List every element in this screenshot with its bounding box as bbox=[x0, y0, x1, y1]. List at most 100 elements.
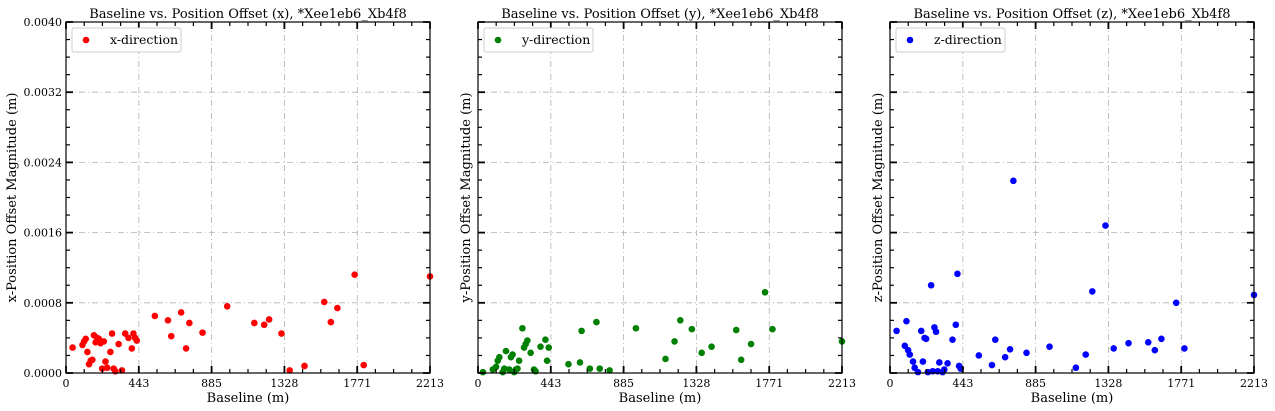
data-point bbox=[632, 324, 640, 332]
data-point bbox=[1158, 335, 1165, 343]
data-point bbox=[761, 288, 769, 296]
data-point bbox=[537, 343, 544, 350]
subplot-3: 0 443 885 1328 1771 2213 Baseline vs. Position… bbox=[871, 7, 1268, 406]
data-point bbox=[903, 317, 910, 325]
chart-title: Baseline vs. Position Offset (x), *Xee1e… bbox=[89, 7, 407, 22]
legend-marker bbox=[906, 36, 914, 44]
data-point bbox=[1006, 346, 1014, 353]
data-point bbox=[593, 318, 600, 326]
y-tick-label: 0.0008 bbox=[24, 297, 63, 310]
data-point bbox=[524, 337, 531, 344]
data-point bbox=[932, 328, 940, 336]
data-point bbox=[301, 362, 308, 370]
x-axis-label: Baseline (m) bbox=[619, 391, 702, 406]
plot-frame bbox=[65, 21, 431, 374]
data-point bbox=[492, 363, 500, 371]
legend-label: z-direction bbox=[934, 32, 1002, 47]
data-point bbox=[186, 319, 193, 327]
y-tick-label: 0.0040 bbox=[24, 16, 63, 29]
data-point bbox=[98, 365, 106, 372]
plot-frame bbox=[477, 21, 843, 374]
data-point bbox=[1046, 343, 1053, 350]
plot-frame bbox=[889, 21, 1255, 374]
data-point bbox=[578, 327, 585, 335]
y-axis-label: z-Position Offset Magnitude (m) bbox=[871, 93, 886, 303]
y-tick-label: 0.0032 bbox=[24, 86, 63, 99]
x-tick-label: 0 bbox=[887, 377, 894, 390]
data-point bbox=[606, 367, 613, 374]
x-tick-label: 885 bbox=[1025, 377, 1046, 390]
data-point bbox=[708, 343, 715, 350]
data-point bbox=[1102, 222, 1109, 229]
x-tick-label: 443 bbox=[540, 377, 561, 390]
data-point bbox=[108, 330, 116, 337]
data-point bbox=[515, 357, 523, 365]
data-point bbox=[732, 326, 740, 334]
data-point bbox=[919, 358, 927, 365]
data-point bbox=[69, 344, 76, 351]
data-point bbox=[698, 349, 705, 357]
legend-marker bbox=[82, 36, 90, 44]
data-point bbox=[125, 334, 132, 342]
data-point bbox=[975, 352, 983, 359]
data-point bbox=[115, 340, 122, 348]
data-point bbox=[1072, 364, 1080, 372]
data-point bbox=[586, 365, 594, 372]
data-point bbox=[737, 356, 745, 364]
x-tick-label: 1328 bbox=[682, 377, 710, 390]
data-point bbox=[505, 366, 513, 373]
grid bbox=[890, 22, 1254, 373]
data-point bbox=[906, 351, 914, 358]
data-point bbox=[909, 358, 917, 365]
data-point bbox=[949, 336, 956, 343]
data-point bbox=[164, 317, 172, 324]
x-tick-label: 1771 bbox=[1167, 377, 1195, 390]
data-point bbox=[917, 327, 925, 335]
data-point bbox=[927, 281, 935, 289]
data-point bbox=[223, 303, 231, 310]
data-point bbox=[677, 317, 684, 324]
x-tick-label: 2213 bbox=[828, 377, 856, 390]
data-point bbox=[1110, 345, 1117, 352]
y-axis-label: y-Position Offset Magnitude (m) bbox=[459, 92, 474, 303]
x-tick-label: 1771 bbox=[343, 377, 371, 390]
y-tick-label: 0.0024 bbox=[24, 156, 63, 169]
y-tick-label: 0.0016 bbox=[24, 227, 63, 240]
data-point bbox=[133, 337, 141, 344]
subplot-2: 0 443 885 1328 1771 2213 Baseline vs. Position… bbox=[459, 7, 856, 406]
legend: x-direction bbox=[71, 27, 182, 53]
data-point bbox=[182, 345, 190, 352]
data-point bbox=[1082, 351, 1090, 358]
data-point bbox=[1125, 339, 1132, 347]
data-point bbox=[952, 321, 960, 329]
axis-ticks bbox=[889, 21, 1255, 374]
y-tick-label: 0.0000 bbox=[24, 367, 63, 380]
legend-box bbox=[895, 27, 1006, 53]
data-point bbox=[514, 365, 521, 372]
data-point bbox=[543, 357, 551, 365]
data-point bbox=[893, 327, 900, 335]
data-point bbox=[103, 364, 111, 372]
legend-box bbox=[483, 27, 594, 53]
data-point bbox=[89, 356, 96, 364]
data-point bbox=[177, 309, 185, 316]
y-axis-label: x-Position Offset Magnitude (m) bbox=[5, 93, 20, 303]
legend: z-direction bbox=[895, 27, 1006, 53]
x-axis-label: Baseline (m) bbox=[1031, 391, 1114, 406]
axis-ticks bbox=[477, 21, 843, 374]
data-point bbox=[747, 340, 755, 348]
x-tick-label: 443 bbox=[128, 377, 149, 390]
x-tick-label: 1771 bbox=[755, 377, 783, 390]
data-point bbox=[502, 347, 510, 355]
legend: y-direction bbox=[483, 27, 594, 53]
data-point bbox=[501, 365, 508, 372]
data-point bbox=[596, 365, 604, 372]
data-point bbox=[542, 336, 549, 343]
data-point bbox=[1144, 338, 1152, 346]
data-point bbox=[84, 348, 91, 356]
data-point bbox=[360, 361, 368, 369]
chart-title: Baseline vs. Position Offset (y), *Xee1e… bbox=[501, 7, 819, 22]
data-point bbox=[944, 360, 951, 367]
data-point bbox=[251, 319, 258, 327]
